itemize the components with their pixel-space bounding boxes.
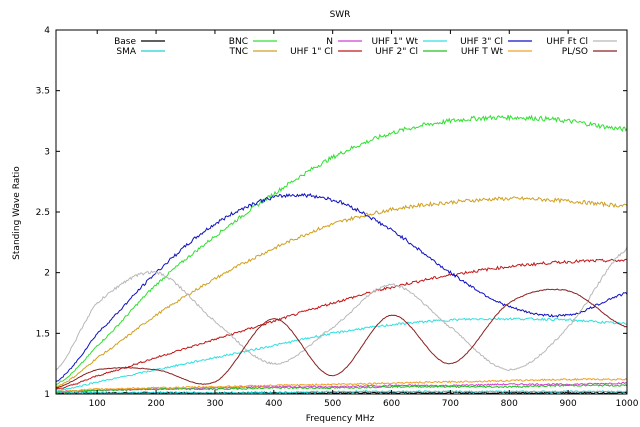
series-line-uhf-3-cl	[55, 192, 628, 383]
legend-label-uhf-1-wt: UHF 1" Wt	[371, 37, 418, 47]
x-tick-label: 500	[324, 399, 341, 409]
series-line-uhf-1-cl	[55, 258, 628, 390]
x-tick-label: 400	[265, 399, 282, 409]
legend-label-uhf-3-cl: UHF 3" Cl	[460, 37, 503, 47]
legend-label-uhf-2-cl: UHF 2" Cl	[375, 47, 418, 57]
y-tick-label: 3.5	[36, 87, 50, 97]
legend-label-base: Base	[114, 37, 136, 47]
x-tick-label: 700	[442, 399, 459, 409]
y-tick-label: 2.5	[36, 208, 50, 218]
series-line-pl-so	[55, 288, 628, 389]
x-tick-label: 1000	[616, 399, 639, 409]
series-line-uhf-1-wt	[55, 317, 628, 392]
series-line-tnc	[55, 196, 628, 388]
series-line-uhf-t-wt	[55, 377, 628, 393]
y-tick-label: 2	[44, 269, 50, 279]
legend-label-uhf-ft-cl: UHF Ft Cl	[546, 37, 588, 47]
legend-label-bnc: BNC	[229, 37, 248, 47]
y-axis-title: Standing Wave Ratio	[12, 166, 22, 260]
plot-frame	[55, 29, 628, 395]
y-tick-label: 3	[44, 147, 50, 157]
y-tick-label: 4	[44, 26, 50, 36]
series-layer	[55, 114, 628, 395]
series-line-uhf-ft-cl	[55, 246, 628, 371]
x-tick-label: 600	[383, 399, 400, 409]
y-tick-label: 1.5	[36, 329, 50, 339]
series-line-sma	[55, 390, 628, 395]
x-tick-label: 800	[501, 399, 518, 409]
y-tick-label: 1	[44, 390, 50, 400]
legend-label-uhf-t-wt: UHF T Wt	[461, 47, 504, 57]
legend-label-n: N	[326, 37, 333, 47]
ticks-layer: 100 200 300 400 500 600 700 800 900 1000 1 1.5 2 2.5 3…	[36, 26, 639, 409]
chart-title: SWR	[330, 10, 351, 20]
legend-label-sma: SMA	[116, 47, 136, 57]
legend-label-tnc: TNC	[228, 47, 248, 57]
x-axis-title: Frequency MHz	[306, 414, 375, 424]
x-tick-label: 300	[206, 399, 223, 409]
x-tick-label: 100	[89, 399, 106, 409]
series-line-base	[55, 391, 628, 395]
legend-label-pl-so: PL/SO	[562, 47, 588, 57]
series-line-bnc	[55, 114, 628, 386]
x-tick-label: 200	[147, 399, 164, 409]
legend-label-uhf-1-cl: UHF 1" Cl	[290, 47, 333, 57]
series-line-uhf-2-cl	[55, 384, 628, 393]
x-tick-label: 900	[560, 399, 577, 409]
